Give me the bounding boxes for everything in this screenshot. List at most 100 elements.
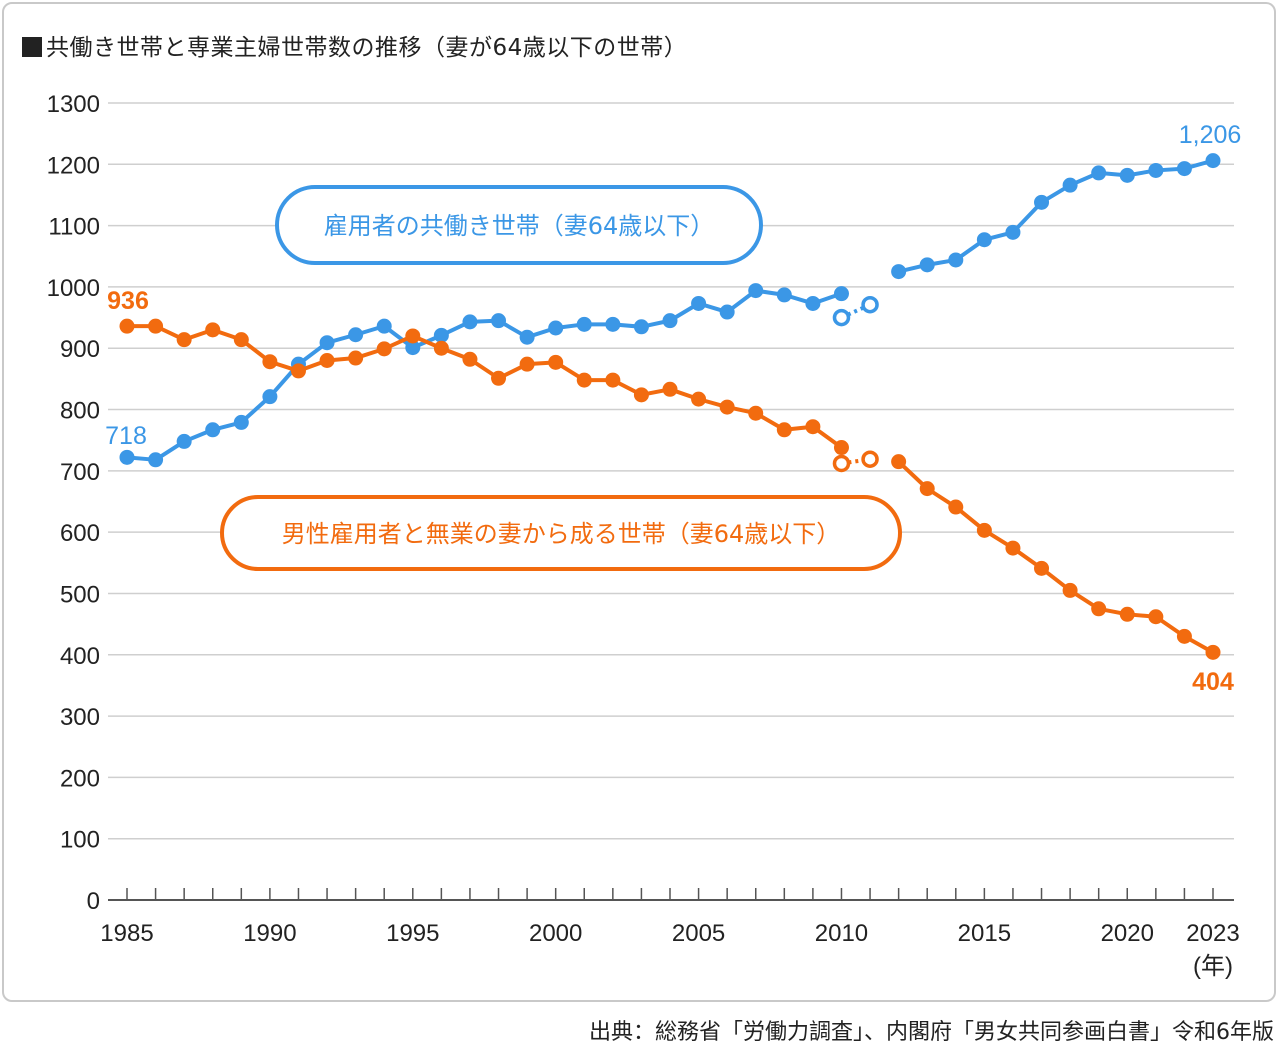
legend-boxes: 雇用者の共働き世帯（妻64歳以下） 男性雇用者と無業の妻から成る世帯（妻64歳以… [220, 185, 902, 571]
data-point [948, 252, 964, 268]
data-point [433, 327, 449, 343]
x-tick-label: 1990 [243, 920, 296, 947]
label-orange-end: 404 [1192, 668, 1234, 696]
data-point [348, 350, 364, 366]
y-tick-label: 800 [60, 398, 100, 425]
data-point [433, 340, 449, 356]
series-line-b [898, 158, 1214, 274]
data-point [405, 328, 421, 344]
data-point [805, 295, 821, 311]
data-point [290, 363, 306, 379]
data-point [1034, 560, 1050, 576]
data-point [462, 314, 478, 330]
data-point [376, 341, 392, 357]
label-orange-start: 936 [107, 287, 149, 315]
data-point [691, 391, 707, 407]
data-point [1062, 582, 1078, 598]
series-0 [119, 153, 1221, 468]
data-point [491, 370, 507, 386]
x-axis: 1985 1990 1995 2000 2005 2010 2015 2020 2023 (年) [100, 888, 1240, 980]
data-point [1176, 161, 1192, 177]
data-point [1005, 224, 1021, 240]
data-point [976, 232, 992, 248]
data-point [491, 313, 507, 329]
y-tick-label: 400 [60, 643, 100, 670]
data-point [1148, 609, 1164, 625]
data-point-open [832, 308, 851, 327]
series-line-dotted [840, 302, 871, 320]
data-point [719, 304, 735, 320]
data-point [176, 332, 192, 348]
data-point [748, 405, 764, 421]
data-point [1119, 167, 1135, 183]
x-tick-label: 2015 [958, 920, 1011, 947]
data-point [1062, 177, 1078, 193]
data-point-open [861, 295, 879, 314]
data-point [1148, 162, 1164, 178]
y-tick-label: 200 [60, 765, 100, 792]
data-point [605, 372, 621, 388]
x-tick-label: 2000 [529, 920, 582, 947]
square-bullet-icon [22, 37, 42, 57]
chart-title: 共働き世帯と専業主婦世帯数の推移（妻が64歳以下の世帯） [22, 28, 687, 62]
data-point [833, 440, 849, 456]
data-point [776, 422, 792, 438]
legend-box-orange [220, 495, 902, 571]
data-point-open [861, 450, 879, 468]
data-point [119, 318, 135, 334]
data-point [633, 319, 649, 335]
data-point [119, 449, 135, 465]
data-point [919, 481, 935, 497]
x-tick-label: 2010 [815, 920, 868, 947]
series-line-a [126, 288, 843, 462]
data-point [519, 329, 535, 345]
data-point [662, 381, 678, 397]
y-tick-label: 500 [60, 581, 100, 608]
data-point [348, 327, 364, 343]
data-point [691, 295, 707, 311]
data-point [233, 414, 249, 430]
legend-box-blue [275, 185, 763, 265]
data-point [319, 352, 335, 368]
series-line-b [897, 460, 1214, 655]
series-layer [119, 153, 1221, 660]
label-blue-end: 1,206 [1179, 121, 1242, 149]
data-point [1205, 644, 1221, 660]
series-line-a [127, 324, 843, 450]
y-tick-label: 300 [60, 704, 100, 731]
x-tick-label: 1985 [100, 920, 153, 947]
x-tick-label: 2020 [1101, 920, 1154, 947]
data-point [148, 318, 164, 334]
data-point [1176, 628, 1192, 644]
series-line-dotted [841, 457, 871, 466]
data-point [976, 522, 992, 538]
data-labels: 718 1,206 936 404 [105, 121, 1241, 696]
data-point [576, 316, 592, 332]
y-tick-label: 600 [60, 520, 100, 547]
data-point [205, 422, 221, 438]
data-point [376, 318, 392, 334]
data-point [148, 452, 164, 468]
data-point [205, 322, 221, 338]
data-point [176, 433, 192, 449]
y-tick-label: 700 [60, 459, 100, 486]
y-tick-label: 1000 [47, 275, 100, 302]
grid-lines [108, 102, 1234, 901]
data-point [262, 354, 278, 370]
data-point [633, 387, 649, 403]
data-point [891, 454, 907, 470]
data-point [548, 320, 564, 336]
data-point [833, 286, 849, 302]
data-point [319, 335, 335, 351]
data-point-open [832, 454, 851, 473]
series-1 [119, 318, 1221, 660]
data-point [576, 372, 592, 388]
x-tick-label: 2005 [672, 920, 725, 947]
source-note: 出典：総務省「労働力調査」、内閣府「男女共同参画白書」令和6年版 [589, 1020, 1274, 1045]
x-unit-label: (年) [1193, 953, 1233, 980]
y-tick-label: 900 [60, 336, 100, 363]
data-point [719, 399, 735, 415]
data-point [776, 287, 792, 303]
data-point [948, 499, 964, 515]
